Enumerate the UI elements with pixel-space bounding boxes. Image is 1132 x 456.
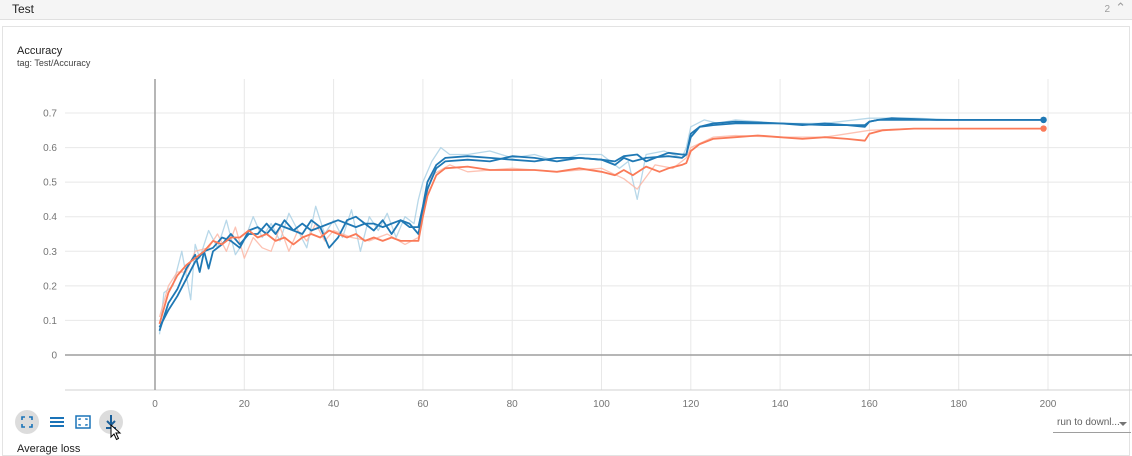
chart-title: Accuracy bbox=[17, 45, 63, 57]
section-count: 2 bbox=[1104, 4, 1110, 15]
chart-tag: tag: Test/Accuracy bbox=[17, 58, 91, 68]
x-tick-label: 160 bbox=[861, 399, 878, 410]
expand-icon bbox=[75, 415, 91, 429]
toggle-log-button[interactable] bbox=[45, 410, 69, 434]
y-tick-label: 0.1 bbox=[43, 316, 57, 327]
run-download-select[interactable]: run to downl... bbox=[1053, 414, 1131, 433]
y-tick-label: 0.7 bbox=[43, 109, 57, 120]
series-line bbox=[158, 117, 1044, 328]
x-tick-label: 60 bbox=[417, 399, 429, 410]
x-tick-label: 180 bbox=[950, 399, 967, 410]
y-tick-label: 0.4 bbox=[43, 212, 57, 223]
x-tick-label: 200 bbox=[1040, 399, 1057, 410]
x-tick-label: 120 bbox=[682, 399, 699, 410]
y-tick-label: 0.5 bbox=[43, 178, 57, 189]
y-tick-label: 0 bbox=[51, 351, 57, 362]
chevron-up-icon[interactable]: ⌃ bbox=[1115, 0, 1126, 15]
x-tick-label: 20 bbox=[239, 399, 251, 410]
y-tick-label: 0.2 bbox=[43, 281, 57, 292]
run-select-value: run to downl... bbox=[1057, 417, 1120, 428]
section-header[interactable]: Test 2 ⌃ bbox=[0, 0, 1132, 20]
chart-card bbox=[2, 26, 1130, 456]
cursor-icon bbox=[110, 424, 122, 441]
next-chart-title: Average loss bbox=[17, 443, 81, 455]
series-endpoint bbox=[1040, 116, 1047, 124]
x-tick-label: 100 bbox=[593, 399, 610, 410]
chevron-down-icon bbox=[1119, 422, 1127, 426]
y-tick-label: 0.6 bbox=[43, 143, 57, 154]
expand-chart-button[interactable] bbox=[71, 410, 95, 434]
x-tick-label: 0 bbox=[152, 399, 158, 410]
y-tick-label: 0.3 bbox=[43, 247, 57, 258]
x-tick-label: 80 bbox=[507, 399, 519, 410]
lines-icon bbox=[50, 417, 64, 427]
section-title: Test bbox=[12, 2, 35, 16]
series-line bbox=[158, 127, 1044, 325]
x-tick-label: 140 bbox=[772, 399, 789, 410]
fit-domain-button[interactable] bbox=[15, 410, 39, 434]
x-tick-label: 40 bbox=[328, 399, 340, 410]
raw-series-line bbox=[158, 117, 1044, 335]
series-endpoint bbox=[1040, 125, 1047, 132]
fullscreen-icon bbox=[21, 416, 33, 428]
